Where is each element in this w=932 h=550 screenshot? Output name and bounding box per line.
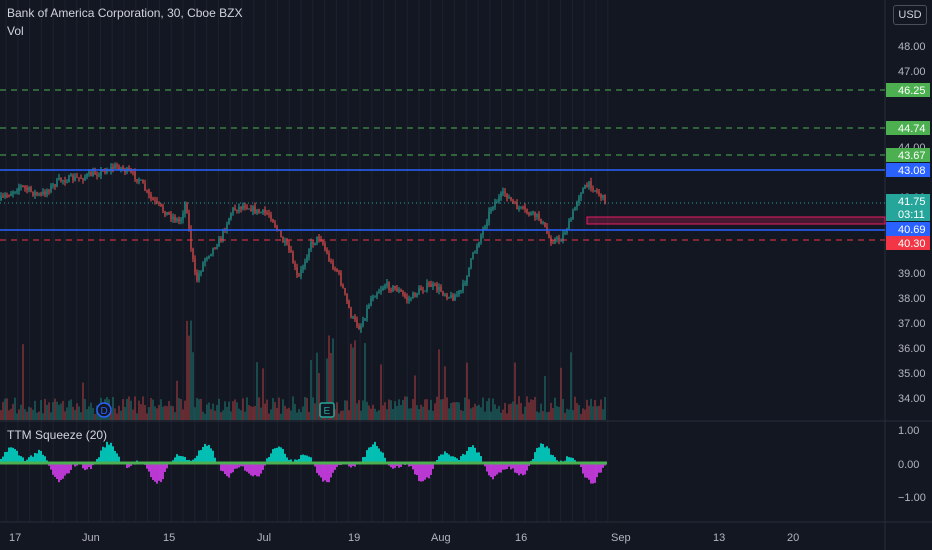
squeeze-tick-label: 0.00 bbox=[898, 459, 919, 471]
price-marker: 43.67 bbox=[886, 148, 930, 162]
price-tick-label: 34.00 bbox=[898, 393, 926, 405]
time-label: 20 bbox=[787, 532, 799, 544]
price-tick-label: 39.00 bbox=[898, 268, 926, 280]
time-label: Jun bbox=[82, 532, 100, 544]
price-marker: 40.69 bbox=[886, 222, 930, 236]
price-tick-label: 38.00 bbox=[898, 293, 926, 305]
chart-legend: Bank of America Corporation, 30, Cboe BZ… bbox=[7, 6, 242, 39]
currency-button[interactable]: USD bbox=[893, 5, 927, 25]
price-marker: 43.08 bbox=[886, 163, 930, 177]
price-marker-label: 40.30 bbox=[898, 238, 926, 250]
pink-zone-box bbox=[586, 216, 886, 225]
time-label: 19 bbox=[348, 532, 360, 544]
price-tick-label: 37.00 bbox=[898, 318, 926, 330]
price-marker-label: 40.69 bbox=[898, 224, 926, 236]
time-label: Jul bbox=[257, 532, 271, 544]
price-tick-label: 35.00 bbox=[898, 368, 926, 380]
time-label: 17 bbox=[9, 532, 21, 544]
time-label: 15 bbox=[163, 532, 175, 544]
event-letter: E bbox=[324, 406, 331, 417]
price-marker: 46.25 bbox=[886, 83, 930, 97]
volume-legend: Vol bbox=[7, 24, 24, 38]
price-marker: 03:11 bbox=[886, 207, 930, 221]
price-marker-label: 43.08 bbox=[898, 165, 926, 177]
price-marker-label: 43.67 bbox=[898, 150, 926, 162]
price-marker: 44.74 bbox=[886, 121, 930, 135]
price-marker: 41.75 bbox=[886, 194, 930, 208]
time-label: 13 bbox=[713, 532, 725, 544]
time-label: 16 bbox=[515, 532, 527, 544]
symbol-title: Bank of America Corporation, 30, Cboe BZ… bbox=[7, 6, 243, 20]
time-label: Aug bbox=[431, 532, 451, 544]
price-tick-label: 36.00 bbox=[898, 343, 926, 355]
event-marker-d[interactable]: D bbox=[96, 402, 112, 418]
price-tick-label: 47.00 bbox=[898, 66, 926, 78]
event-marker-e[interactable]: E bbox=[319, 402, 335, 418]
time-label: Sep bbox=[611, 532, 631, 544]
squeeze-tick-label: −1.00 bbox=[898, 492, 926, 504]
price-marker-label: 03:11 bbox=[898, 209, 925, 221]
squeeze-legend: TTM Squeeze (20) bbox=[7, 428, 108, 442]
event-letter: D bbox=[101, 406, 108, 417]
price-marker: 40.30 bbox=[886, 236, 930, 250]
price-marker-label: 44.74 bbox=[898, 123, 926, 135]
squeeze-tick-label: 1.00 bbox=[898, 425, 919, 437]
price-marker-label: 46.25 bbox=[898, 85, 926, 97]
price-marker-label: 41.75 bbox=[898, 196, 926, 208]
price-tick-label: 48.00 bbox=[898, 41, 926, 53]
